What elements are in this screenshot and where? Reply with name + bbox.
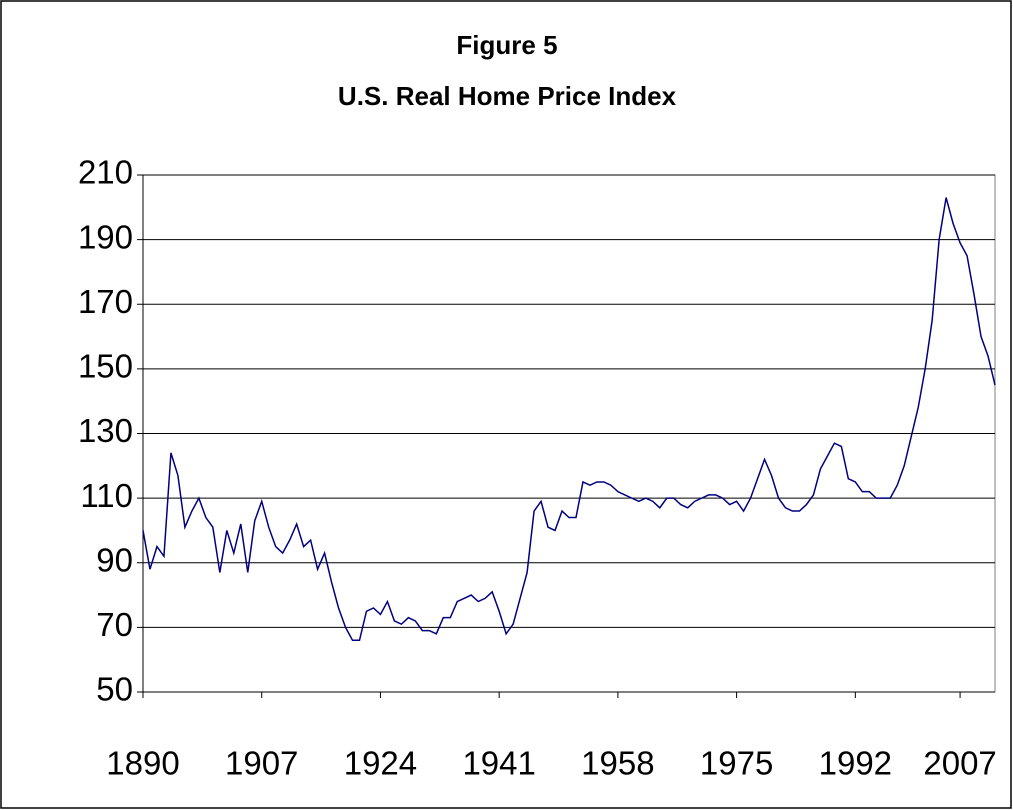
y-tick-label: 190 bbox=[78, 218, 133, 255]
y-tick-label: 170 bbox=[78, 283, 133, 320]
data-line bbox=[142, 197, 996, 642]
x-tick-label: 2007 bbox=[923, 745, 996, 782]
x-tick-label: 1975 bbox=[700, 745, 773, 782]
y-tick-label: 150 bbox=[78, 348, 133, 385]
x-tick-label: 1890 bbox=[106, 745, 179, 782]
chart-subtitle: U.S. Real Home Price Index bbox=[338, 81, 677, 111]
y-tick-label: 50 bbox=[96, 671, 133, 708]
x-tick-label: 1958 bbox=[581, 745, 654, 782]
y-tick-label: 210 bbox=[78, 154, 133, 191]
y-tick-label: 70 bbox=[96, 606, 133, 643]
x-tick-label: 1924 bbox=[344, 745, 417, 782]
chart-title: Figure 5 bbox=[456, 30, 557, 60]
y-tick-label: 110 bbox=[80, 477, 133, 514]
y-tick-label: 130 bbox=[78, 412, 133, 449]
x-tick-label: 1907 bbox=[225, 745, 298, 782]
x-tick-label: 1992 bbox=[819, 745, 892, 782]
x-tick-label: 1941 bbox=[462, 745, 535, 782]
y-tick-label: 90 bbox=[96, 541, 133, 578]
